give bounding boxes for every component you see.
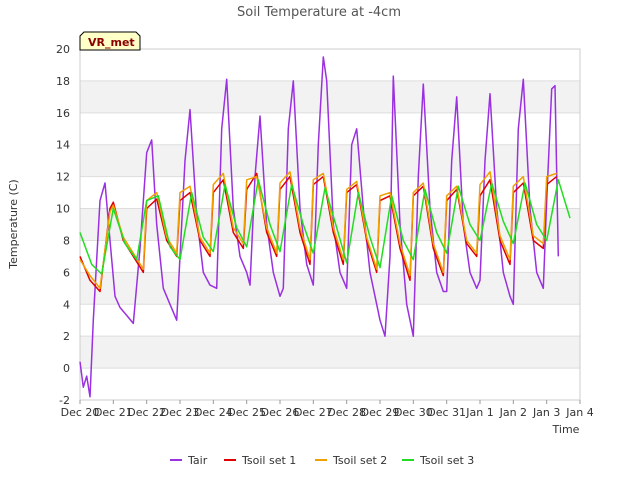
x-tick-label: Dec 29: [361, 406, 400, 419]
x-tick-label: Dec 25: [227, 406, 266, 419]
y-tick-label: 12: [56, 171, 70, 184]
y-axis-label: Temperature (C): [7, 179, 20, 269]
grid-band: [80, 336, 580, 369]
legend-label-tsoil-set-2: Tsoil set 2: [332, 454, 387, 467]
x-tick-label: Jan 3: [532, 406, 560, 419]
legend: Tair Tsoil set 1 Tsoil set 2 Tsoil set 3: [170, 454, 474, 467]
series-line-tsoil-set-2: [79, 171, 557, 290]
series-line-tair: [79, 56, 560, 398]
legend-label-tsoil-set-3: Tsoil set 3: [419, 454, 474, 467]
series-line-tsoil-set-3: [79, 179, 571, 275]
y-tick-label: 0: [63, 362, 70, 375]
y-tick-label: 4: [63, 298, 70, 311]
y-axis: -2 0 2 4 6 8 10 12 14 16 18 20: [56, 43, 70, 407]
y-tick-label: 16: [56, 107, 70, 120]
y-tick-label: 6: [63, 266, 70, 279]
x-tick-label: Dec 20: [61, 406, 100, 419]
legend-label-tsoil-set-1: Tsoil set 1: [241, 454, 296, 467]
y-tick-label: 18: [56, 75, 70, 88]
y-tick-label: 10: [56, 203, 70, 216]
badge-shape: [79, 31, 141, 51]
x-tick-label: Jan 2: [499, 406, 527, 419]
y-tick-label: 20: [56, 43, 70, 56]
y-tick-label: 14: [56, 139, 70, 152]
badge-label: VR_met: [88, 36, 135, 49]
x-tick-label: Dec 22: [127, 406, 166, 419]
series-lines: [79, 56, 571, 398]
y-tick-label: 2: [63, 330, 70, 343]
plot-frame: [79, 48, 581, 401]
x-tick-label: Dec 28: [327, 406, 366, 419]
x-tick-label: Dec 24: [194, 406, 233, 419]
y-tick-label: -2: [59, 394, 70, 407]
chart-title: Soil Temperature at -4cm: [237, 5, 401, 20]
y-tick-label: 8: [63, 234, 70, 247]
grid-band: [80, 80, 580, 113]
x-axis-label: Time: [552, 423, 580, 436]
station-badge: VR_met: [79, 31, 141, 51]
x-tick-label: Jan 1: [465, 406, 493, 419]
x-tick-label: Dec 27: [294, 406, 333, 419]
x-tick-label: Dec 21: [94, 406, 133, 419]
legend-label-tair: Tair: [187, 454, 208, 467]
x-tick-label: Dec 31: [427, 406, 466, 419]
x-tick-label: Dec 30: [394, 406, 433, 419]
x-tick-label: Dec 26: [261, 406, 300, 419]
x-tick-label: Dec 23: [161, 406, 200, 419]
x-tick-label: Jan 4: [565, 406, 593, 419]
